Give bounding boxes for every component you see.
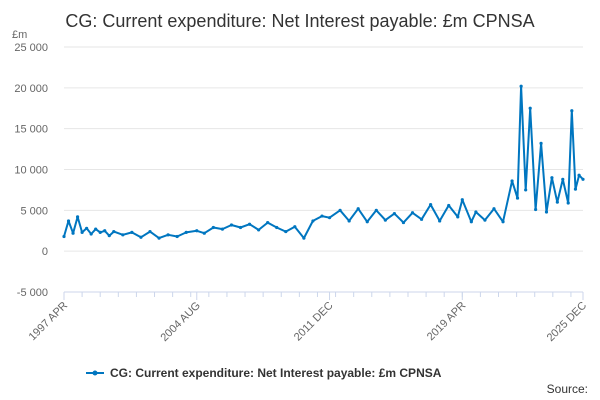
- series-layer: [62, 84, 585, 240]
- data-point[interactable]: [257, 228, 261, 232]
- data-point[interactable]: [561, 177, 565, 181]
- data-point[interactable]: [456, 215, 460, 219]
- data-point[interactable]: [429, 203, 433, 207]
- data-point[interactable]: [555, 200, 559, 204]
- data-point[interactable]: [501, 220, 505, 224]
- gridlines: [64, 46, 583, 293]
- data-point[interactable]: [419, 217, 424, 221]
- y-tick-label: 15 000: [14, 124, 48, 136]
- y-tick-label: 25 000: [14, 42, 48, 54]
- data-point[interactable]: [139, 235, 143, 239]
- data-point[interactable]: [62, 234, 66, 239]
- data-point[interactable]: [85, 226, 89, 230]
- data-point[interactable]: [320, 214, 324, 218]
- data-point[interactable]: [275, 225, 279, 230]
- data-point[interactable]: [75, 215, 80, 219]
- data-point[interactable]: [284, 229, 288, 234]
- x-tick-label: 2004 AUG: [158, 300, 202, 344]
- y-tick-label: 10 000: [14, 165, 48, 177]
- data-point[interactable]: [89, 232, 93, 236]
- x-tick-label: 2011 DEC: [292, 300, 336, 344]
- data-point[interactable]: [94, 227, 98, 231]
- data-point[interactable]: [438, 219, 442, 223]
- chart-title: CG: Current expenditure: Net Interest pa…: [65, 11, 534, 31]
- data-point[interactable]: [195, 229, 199, 233]
- data-point[interactable]: [71, 231, 75, 235]
- data-point[interactable]: [130, 230, 134, 234]
- y-axis-unit: £m: [12, 29, 27, 41]
- x-tick-label: 2019 APR: [425, 300, 469, 344]
- y-tick-label: 5 000: [20, 205, 48, 217]
- y-tick-label: 0: [42, 246, 48, 258]
- data-point[interactable]: [166, 233, 170, 237]
- legend[interactable]: CG: Current expenditure: Net Interest pa…: [86, 366, 442, 380]
- data-point[interactable]: [469, 220, 473, 224]
- data-point[interactable]: [175, 234, 179, 239]
- x-tick-label: 2025 DEC: [545, 300, 589, 344]
- data-point[interactable]: [293, 225, 297, 229]
- data-point[interactable]: [570, 109, 574, 113]
- y-tick-label: 20 000: [14, 83, 48, 95]
- data-point[interactable]: [327, 216, 332, 220]
- data-point[interactable]: [573, 187, 578, 191]
- data-point[interactable]: [247, 222, 252, 226]
- data-point[interactable]: [211, 225, 215, 230]
- y-tick-label: -5 000: [17, 287, 48, 299]
- y-axis-ticks: 25 000 20 000 15 000 10 000 5 000 0 -5 000: [14, 42, 48, 299]
- data-point[interactable]: [302, 236, 306, 240]
- data-point[interactable]: [66, 219, 71, 223]
- legend-swatch-marker: [92, 370, 98, 376]
- source-label: Source:: [547, 382, 588, 396]
- data-point[interactable]: [103, 229, 107, 233]
- data-point[interactable]: [534, 207, 538, 212]
- x-tick-label: 1997 APR: [27, 300, 71, 344]
- data-point[interactable]: [107, 234, 111, 238]
- data-point[interactable]: [374, 208, 378, 212]
- data-point[interactable]: [202, 231, 206, 235]
- data-point[interactable]: [365, 220, 369, 224]
- data-point[interactable]: [392, 212, 397, 216]
- data-point[interactable]: [266, 220, 270, 225]
- data-point[interactable]: [80, 230, 84, 234]
- data-point[interactable]: [98, 230, 102, 234]
- data-point[interactable]: [401, 220, 406, 225]
- series-line: [63, 85, 584, 240]
- data-point[interactable]: [483, 218, 487, 222]
- data-point[interactable]: [577, 173, 581, 177]
- data-point[interactable]: [539, 141, 543, 145]
- data-point[interactable]: [528, 106, 532, 110]
- data-point[interactable]: [474, 210, 478, 214]
- data-point[interactable]: [383, 218, 387, 222]
- data-point[interactable]: [524, 188, 528, 192]
- data-point[interactable]: [121, 233, 125, 237]
- data-point[interactable]: [311, 219, 315, 223]
- data-point[interactable]: [338, 208, 342, 212]
- data-point[interactable]: [112, 229, 116, 234]
- data-point[interactable]: [566, 201, 570, 205]
- x-axis: 1997 APR 2004 AUG 2011 DEC 2019 APR 2025 DEC: [27, 291, 589, 344]
- legend-label: CG: Current expenditure: Net Interest pa…: [110, 366, 442, 380]
- data-point[interactable]: [460, 198, 464, 202]
- data-point[interactable]: [148, 229, 152, 234]
- data-point[interactable]: [510, 179, 514, 183]
- data-point[interactable]: [347, 219, 351, 223]
- data-point[interactable]: [544, 210, 549, 214]
- data-point[interactable]: [238, 225, 243, 230]
- data-point[interactable]: [410, 211, 415, 215]
- data-point[interactable]: [550, 176, 554, 180]
- data-point[interactable]: [492, 207, 496, 211]
- data-point[interactable]: [519, 84, 523, 88]
- data-point[interactable]: [184, 230, 188, 234]
- data-point[interactable]: [220, 227, 225, 231]
- data-point[interactable]: [581, 177, 585, 181]
- data-point[interactable]: [515, 196, 520, 200]
- data-point[interactable]: [356, 207, 360, 211]
- data-point[interactable]: [157, 236, 161, 240]
- data-point[interactable]: [229, 223, 234, 227]
- data-point[interactable]: [447, 203, 451, 208]
